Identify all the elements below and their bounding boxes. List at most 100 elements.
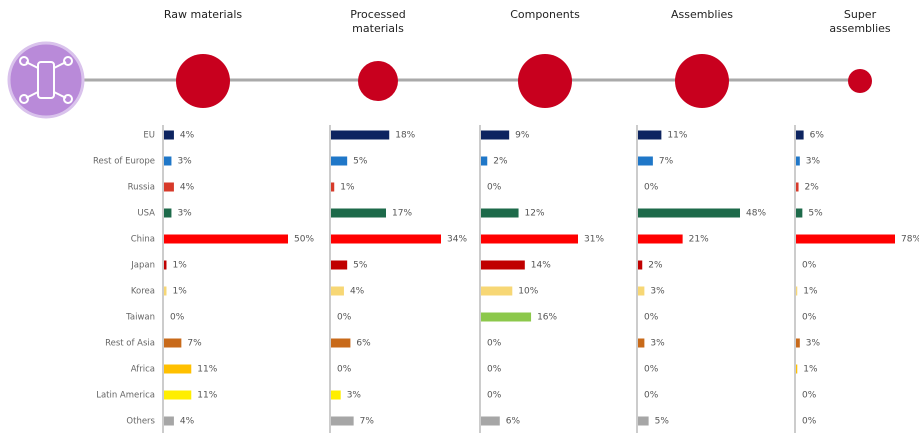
bar [796, 234, 895, 244]
value-label: 4% [350, 287, 365, 297]
value-label: 4% [180, 417, 195, 427]
value-label: 11% [197, 391, 217, 401]
value-label: 5% [353, 261, 368, 271]
value-label: 9% [515, 131, 530, 141]
bar [331, 208, 386, 218]
bar [331, 234, 441, 244]
bar [164, 234, 288, 244]
value-label: 1% [803, 365, 818, 375]
stage-title: Components [510, 8, 580, 21]
value-label: 1% [172, 261, 187, 271]
value-label: 0% [644, 365, 659, 375]
value-label: 2% [493, 157, 508, 167]
bar [481, 416, 500, 426]
bar [331, 338, 351, 348]
bar [796, 286, 798, 296]
bar [796, 338, 800, 348]
category-label: Rest of Europe [93, 157, 155, 167]
bar [331, 156, 348, 166]
bar [331, 390, 341, 400]
bar [164, 260, 167, 270]
value-label: 7% [360, 417, 375, 427]
value-label: 0% [487, 339, 502, 349]
value-label: 5% [655, 417, 670, 427]
value-label: 0% [644, 183, 659, 193]
stage-title: Processed materials [350, 8, 406, 35]
bar [796, 156, 800, 166]
value-label: 6% [506, 417, 521, 427]
value-label: 0% [644, 391, 659, 401]
value-label: 78% [901, 235, 919, 245]
stage-title: Super assemblies [829, 8, 891, 35]
stage-node [176, 54, 230, 108]
bar [796, 364, 798, 374]
value-label: 3% [177, 157, 192, 167]
value-label: 5% [808, 209, 823, 219]
category-label: Latin America [96, 391, 155, 401]
drone-glyph [19, 56, 73, 104]
bar [638, 416, 649, 426]
value-label: 18% [395, 131, 415, 141]
value-label: 6% [810, 131, 825, 141]
value-label: 7% [187, 339, 202, 349]
bar [331, 286, 344, 296]
category-label: China [131, 235, 155, 245]
bar [164, 156, 172, 166]
value-label: 1% [340, 183, 355, 193]
bar [481, 130, 510, 140]
category-label: Russia [128, 183, 155, 193]
value-label: 11% [197, 365, 217, 375]
bar [796, 130, 804, 140]
category-label: Others [126, 417, 155, 427]
value-label: 6% [356, 339, 371, 349]
value-label: 48% [746, 209, 766, 219]
value-label: 2% [648, 261, 663, 271]
bar [481, 234, 578, 244]
value-label: 34% [447, 235, 467, 245]
bar [331, 130, 390, 140]
category-label: Rest of Asia [105, 339, 155, 349]
bar [796, 208, 803, 218]
bar [638, 130, 662, 140]
value-label: 3% [806, 339, 821, 349]
value-label: 3% [650, 339, 665, 349]
bar [164, 338, 182, 348]
value-label: 17% [392, 209, 412, 219]
bar [164, 364, 192, 374]
bar [638, 338, 645, 348]
category-label: EU [143, 131, 155, 141]
stage-node [675, 54, 729, 108]
drone-icon [7, 41, 85, 119]
value-label: 0% [487, 183, 502, 193]
value-label: 0% [644, 313, 659, 323]
bar [638, 156, 653, 166]
value-label: 5% [353, 157, 368, 167]
bar [164, 182, 174, 192]
value-label: 0% [487, 391, 502, 401]
bar [164, 130, 174, 140]
category-label: Japan [130, 261, 155, 271]
value-label: 3% [806, 157, 821, 167]
stage-title: Assemblies [670, 8, 734, 21]
value-label: 0% [802, 313, 817, 323]
stage-node [518, 54, 572, 108]
bar [164, 416, 174, 426]
value-label: 11% [667, 131, 687, 141]
value-label: 21% [689, 235, 709, 245]
stage-title: Raw materials [163, 8, 243, 21]
value-label: 0% [802, 391, 817, 401]
value-label: 31% [584, 235, 604, 245]
bar [638, 260, 643, 270]
bar [481, 156, 488, 166]
value-label: 0% [487, 365, 502, 375]
value-label: 0% [170, 313, 185, 323]
value-label: 7% [659, 157, 674, 167]
category-label: USA [137, 209, 155, 219]
value-label: 4% [180, 131, 195, 141]
value-label: 3% [650, 287, 665, 297]
value-label: 12% [525, 209, 545, 219]
bar [331, 260, 348, 270]
value-label: 0% [802, 261, 817, 271]
bar [638, 234, 683, 244]
